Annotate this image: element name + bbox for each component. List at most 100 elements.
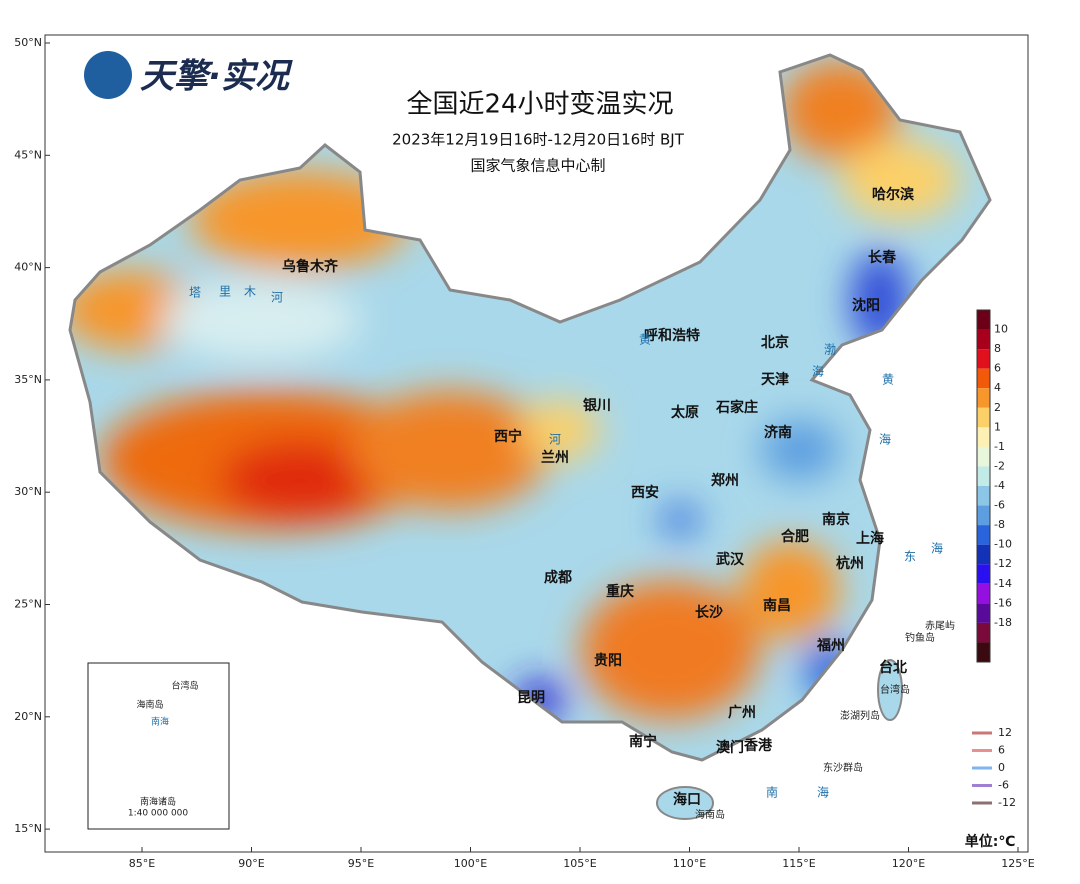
producer: 国家气象信息中心制 (470, 157, 605, 175)
city-label: 西安 (631, 484, 659, 501)
city-label: 南京 (822, 511, 850, 528)
inset-label: 台湾岛 (171, 680, 198, 692)
lon-label: 90°E (238, 857, 264, 870)
hainan (656, 786, 714, 820)
water-label: 黄 (882, 373, 894, 387)
colorbar-label: -4 (994, 479, 1005, 492)
colorbar-segment (977, 486, 990, 506)
water-label: 海 (879, 432, 891, 447)
colorbar-label: 2 (994, 401, 1001, 414)
inset-label: 1:40 000 000 (128, 809, 189, 819)
lat-label: 30°N (14, 485, 42, 498)
city-label: 石家庄 (715, 399, 758, 416)
lat-label: 20°N (14, 710, 42, 723)
colorbar-label: -16 (994, 596, 1012, 609)
island-label: 赤尾屿 (925, 620, 955, 632)
contour-label: 6 (998, 744, 1005, 757)
city-label: 济南 (764, 424, 792, 441)
colorbar-segment (977, 525, 990, 545)
water-label: 海 (817, 785, 829, 800)
logo: 天擎·实况 (140, 57, 293, 97)
city-label: 台北 (879, 659, 907, 676)
city-label: 重庆 (606, 583, 634, 600)
colorbar-segment (977, 622, 990, 643)
water-label: 河 (549, 433, 561, 447)
field-blobs (70, 60, 960, 720)
title: 全国近24小时变温实况 (406, 90, 673, 120)
city-label: 杭州 (836, 555, 864, 572)
city-label: 哈尔滨 (872, 186, 914, 203)
contour-label: -12 (998, 796, 1016, 809)
city-label: 贵阳 (594, 652, 622, 669)
colorbar-label: -18 (994, 616, 1012, 629)
colorbar-segment (977, 368, 990, 389)
city-label: 呼和浩特 (644, 327, 700, 344)
colorbar-segment (977, 310, 990, 330)
island-label: 东沙群岛 (823, 761, 863, 774)
colorbar-segment (977, 349, 990, 369)
lon-label: 95°E (348, 857, 374, 870)
colorbar-label: 8 (994, 342, 1001, 355)
lon-label: 125°E (1001, 857, 1034, 870)
city-label: 昆明 (517, 690, 545, 706)
city-label: 成都 (544, 569, 572, 586)
taiwan (877, 659, 903, 721)
city-label: 郑州 (711, 472, 739, 489)
border (68, 53, 992, 762)
colorbar-segment (977, 427, 990, 447)
water-label: 黄 (639, 333, 651, 347)
logo-icon (84, 51, 132, 99)
water-label: 里 (219, 285, 231, 299)
city-label: 银川 (583, 397, 611, 414)
island-label: 钓鱼岛 (905, 631, 935, 644)
lat-label: 40°N (14, 261, 42, 274)
unit: 单位:℃ (965, 833, 1016, 850)
colorbar-segment (977, 505, 990, 526)
colorbar-segment (977, 642, 990, 662)
lon-label: 120°E (892, 857, 925, 870)
city-label: 香港 (743, 737, 773, 754)
island-label: 澎湖列岛 (840, 709, 880, 722)
colorbar-segment (977, 466, 990, 486)
city-label: 南昌 (763, 597, 791, 614)
island-label: 台湾岛 (880, 683, 910, 696)
water-label: 渤 (824, 343, 836, 357)
lat-label: 25°N (14, 598, 42, 611)
city-label: 长春 (868, 249, 897, 266)
colorbar-label: -12 (994, 557, 1012, 570)
contour-label: 0 (998, 761, 1005, 774)
colorbar-label: 1 (994, 420, 1001, 433)
colorbar-label: 4 (994, 381, 1001, 394)
colorbar-label: 6 (994, 362, 1001, 375)
colorbar-segment (977, 544, 990, 565)
lat-label: 35°N (14, 373, 42, 386)
city-label: 北京 (761, 334, 789, 351)
colorbar-label: -1 (994, 440, 1005, 453)
city-label: 合肥 (781, 528, 809, 545)
city-label: 天津 (761, 371, 789, 388)
city-label: 兰州 (541, 449, 569, 466)
inset-frame (87, 662, 230, 830)
colorbar-label: -8 (994, 518, 1005, 531)
lon-label: 100°E (454, 857, 487, 870)
water-label: 塔 (189, 286, 201, 300)
city-label: 武汉 (716, 551, 745, 568)
city-label: 太原 (671, 404, 699, 421)
contour-label: -6 (998, 779, 1009, 792)
lon-label: 115°E (782, 857, 815, 870)
water-label: 东 (904, 550, 916, 564)
colorbar-frame (976, 309, 991, 663)
colorbar-segment (977, 583, 990, 604)
colorbar-label: -14 (994, 577, 1012, 590)
colorbar-segment (977, 329, 990, 350)
colorbar-label: -10 (994, 538, 1012, 551)
inset-label: 南海 (151, 716, 169, 728)
city-label: 海口 (673, 791, 701, 808)
inset-label: 南海诸岛 (140, 796, 176, 808)
lat-label: 50°N (14, 36, 42, 49)
city-label: 福州 (816, 637, 845, 654)
lon-label: 85°E (129, 857, 155, 870)
water-label: 南 (766, 785, 778, 800)
city-label: 上海 (856, 530, 884, 547)
